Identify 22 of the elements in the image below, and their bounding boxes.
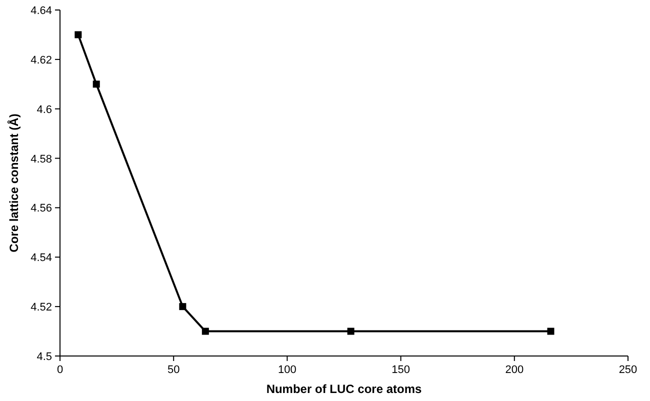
point <box>347 328 354 335</box>
point <box>179 303 186 310</box>
y-axis-title: Core lattice constant (Å) <box>7 114 21 252</box>
x-tick-label: 100 <box>278 364 296 376</box>
y-tick-label: 4.58 <box>30 153 52 166</box>
x-tick-label: 200 <box>505 364 524 376</box>
point <box>547 328 554 335</box>
x-tick-label: 150 <box>392 364 410 376</box>
y-tick-label: 4.64 <box>30 5 52 17</box>
y-tick-label: 4.56 <box>30 202 52 215</box>
x-tick-label: 0 <box>56 364 64 376</box>
y-tick-label: 4.54 <box>30 252 52 264</box>
y-tick-label: 4.6 <box>36 104 52 116</box>
x-axis-title: Number of LUC core atoms <box>266 382 422 396</box>
x-tick-label: 250 <box>618 364 638 376</box>
point <box>92 80 100 88</box>
x-tick-label: 50 <box>167 364 180 376</box>
point <box>202 328 209 335</box>
y-tick-label: 4.62 <box>30 54 52 66</box>
y-tick-label: 4.5 <box>36 351 52 363</box>
point <box>74 31 82 38</box>
y-tick-label: 4.52 <box>30 302 52 314</box>
